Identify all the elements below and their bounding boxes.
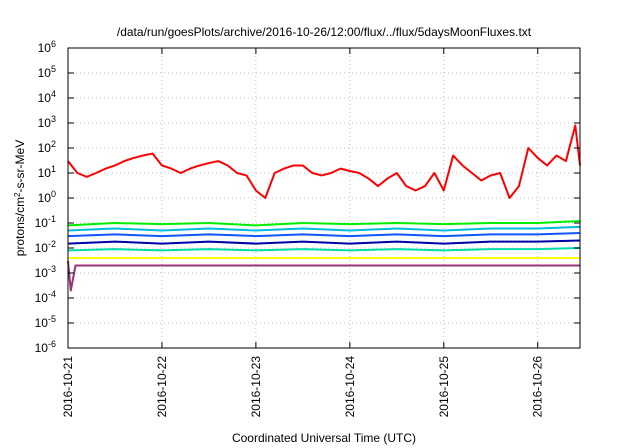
y-tick-label: 101 (38, 164, 56, 180)
series-line-6 (67, 247, 581, 252)
x-tick-label: 2016-10-26 (531, 356, 545, 418)
y-tick-label-exponent: -4 (48, 289, 56, 299)
axis-ticks (67, 47, 580, 349)
x-tick-label: 2016-10-22 (155, 356, 169, 418)
chart-title: /data/run/goesPlots/archive/2016-10-26/1… (117, 25, 532, 39)
series-line-3 (67, 225, 581, 232)
y-tick-label: 10-1 (35, 214, 56, 230)
y-tick-label-exponent: 5 (51, 64, 56, 74)
series-line-5 (67, 239, 581, 245)
y-tick-label: 104 (38, 89, 56, 105)
y-tick-label: 10-6 (35, 339, 56, 355)
y-tick-label: 10-2 (35, 239, 56, 255)
y-tick-label-exponent: -3 (48, 264, 56, 274)
y-tick-label-base: 10 (35, 266, 49, 280)
y-tick-labels: 10-610-510-410-310-210-11001011021031041… (35, 39, 56, 355)
series-lines (67, 124, 581, 292)
y-tick-label-exponent: -5 (48, 314, 56, 324)
y-tick-label: 103 (38, 114, 56, 130)
y-axis-label-superscript: 2 (13, 192, 22, 197)
y-tick-label-exponent: -1 (48, 214, 56, 224)
y-tick-label-base: 10 (38, 66, 52, 80)
y-tick-label-exponent: 1 (51, 164, 56, 174)
y-tick-label-base: 10 (38, 41, 52, 55)
y-tick-label-base: 10 (38, 166, 52, 180)
y-tick-label-base: 10 (38, 116, 52, 130)
y-tick-label-exponent: 6 (51, 39, 56, 49)
y-axis-label-prefix: protons/cm (13, 197, 27, 256)
y-tick-label-exponent: 2 (51, 139, 56, 149)
y-axis-label: protons/cm2-s-sr-MeV (13, 140, 28, 256)
y-tick-label: 100 (38, 189, 56, 205)
y-tick-label-exponent: 4 (51, 89, 56, 99)
series-line-4 (67, 231, 581, 238)
y-tick-label: 10-4 (35, 289, 56, 305)
series-line-8 (67, 260, 580, 292)
x-tick-label: 2016-10-21 (61, 356, 75, 418)
x-tick-label: 2016-10-25 (437, 356, 451, 418)
y-tick-label-base: 10 (38, 141, 52, 155)
series-line-1 (67, 124, 581, 199)
y-tick-label-exponent: -2 (48, 239, 56, 249)
y-tick-label: 102 (38, 139, 56, 155)
y-tick-label-exponent: 0 (51, 189, 56, 199)
y-tick-label: 106 (38, 39, 56, 55)
x-tick-labels: 2016-10-21 2016-10-22 2016-10-23 2016-10-24… (61, 356, 545, 418)
y-tick-label-base: 10 (35, 291, 49, 305)
y-axis-label-suffix: -s-sr-MeV (13, 140, 27, 193)
y-tick-label: 105 (38, 64, 56, 80)
y-tick-label-exponent: 3 (51, 114, 56, 124)
y-tick-label-base: 10 (38, 191, 52, 205)
series-line-2 (67, 220, 581, 227)
y-tick-label: 10-3 (35, 264, 56, 280)
y-tick-label-base: 10 (35, 241, 49, 255)
y-tick-label-base: 10 (35, 316, 49, 330)
x-tick-label: 2016-10-24 (343, 356, 357, 418)
y-tick-label-base: 10 (35, 341, 49, 355)
x-tick-label: 2016-10-23 (249, 356, 263, 418)
y-tick-label: 10-5 (35, 314, 56, 330)
y-tick-label-base: 10 (35, 216, 49, 230)
y-tick-label-exponent: -6 (48, 339, 56, 349)
x-axis-label: Coordinated Universal Time (UTC) (232, 431, 416, 445)
y-tick-label-base: 10 (38, 91, 52, 105)
